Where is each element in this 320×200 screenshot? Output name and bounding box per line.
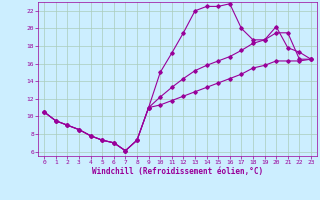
- X-axis label: Windchill (Refroidissement éolien,°C): Windchill (Refroidissement éolien,°C): [92, 167, 263, 176]
